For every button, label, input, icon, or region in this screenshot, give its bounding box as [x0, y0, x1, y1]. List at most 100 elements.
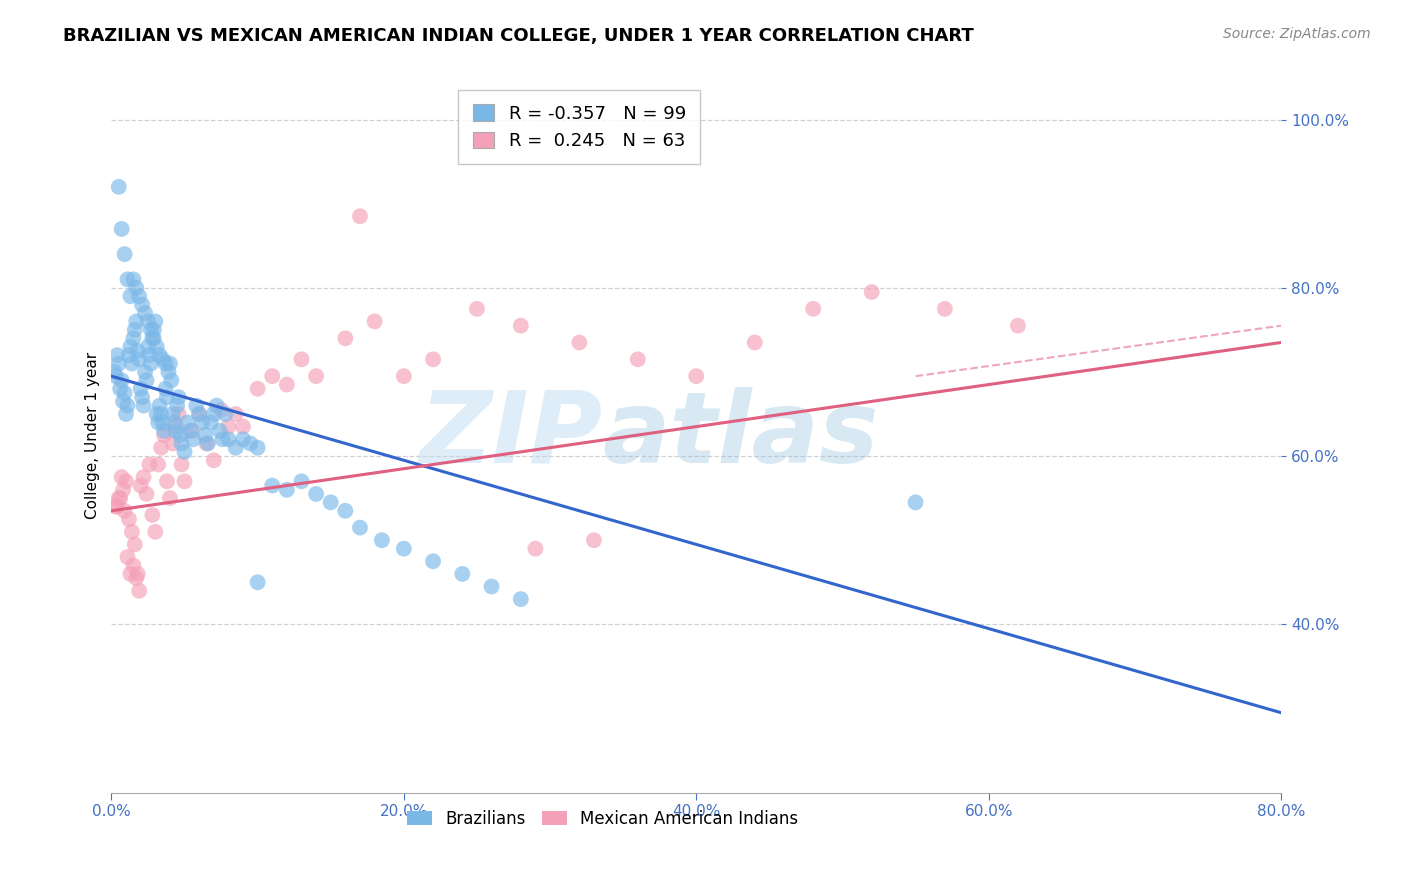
Point — [225, 407, 247, 421]
Point — [125, 281, 148, 295]
Point — [1007, 318, 1029, 333]
Point — [195, 436, 218, 450]
Point — [135, 373, 157, 387]
Point — [156, 390, 179, 404]
Point — [188, 407, 211, 421]
Point — [120, 566, 142, 581]
Point — [451, 566, 474, 581]
Point — [165, 419, 187, 434]
Point — [105, 348, 128, 362]
Point — [509, 592, 531, 607]
Point — [111, 470, 134, 484]
Point — [128, 583, 150, 598]
Point — [582, 533, 605, 548]
Point — [128, 289, 150, 303]
Point — [150, 407, 173, 421]
Point — [801, 301, 824, 316]
Point — [239, 436, 262, 450]
Point — [124, 537, 146, 551]
Point — [163, 416, 186, 430]
Point — [214, 407, 236, 421]
Point — [186, 399, 208, 413]
Point — [305, 487, 328, 501]
Point — [136, 340, 159, 354]
Point — [125, 571, 148, 585]
Point — [117, 272, 139, 286]
Point — [319, 495, 342, 509]
Point — [112, 394, 135, 409]
Point — [138, 348, 160, 362]
Point — [176, 416, 198, 430]
Point — [157, 365, 180, 379]
Point — [481, 580, 503, 594]
Point — [305, 369, 328, 384]
Point — [160, 373, 183, 387]
Point — [153, 428, 176, 442]
Point — [232, 419, 254, 434]
Point — [117, 550, 139, 565]
Point — [118, 348, 141, 362]
Point — [744, 335, 766, 350]
Point — [159, 357, 181, 371]
Point — [105, 500, 128, 514]
Point — [276, 377, 298, 392]
Point — [114, 386, 136, 401]
Point — [125, 314, 148, 328]
Point — [200, 416, 222, 430]
Point — [167, 407, 190, 421]
Point — [568, 335, 591, 350]
Point — [103, 365, 125, 379]
Point — [191, 416, 214, 430]
Point — [117, 399, 139, 413]
Point — [115, 475, 138, 489]
Point — [173, 445, 195, 459]
Point — [197, 436, 219, 450]
Point — [363, 314, 385, 328]
Point — [134, 306, 156, 320]
Point — [290, 475, 312, 489]
Point — [290, 352, 312, 367]
Point — [371, 533, 394, 548]
Point — [120, 340, 142, 354]
Point — [934, 301, 956, 316]
Point — [627, 352, 650, 367]
Point — [217, 419, 239, 434]
Point — [107, 179, 129, 194]
Point — [122, 558, 145, 573]
Point — [246, 441, 269, 455]
Point — [143, 314, 166, 328]
Point — [118, 512, 141, 526]
Point — [135, 487, 157, 501]
Point — [860, 285, 883, 299]
Point — [121, 357, 143, 371]
Point — [156, 475, 179, 489]
Point — [349, 520, 371, 534]
Point — [142, 331, 165, 345]
Point — [127, 343, 149, 358]
Point — [349, 209, 371, 223]
Point — [165, 424, 187, 438]
Point — [114, 504, 136, 518]
Point — [145, 340, 167, 354]
Point — [131, 390, 153, 404]
Point — [335, 504, 357, 518]
Point — [524, 541, 547, 556]
Point — [166, 399, 188, 413]
Point — [124, 323, 146, 337]
Point — [142, 323, 165, 337]
Point — [108, 382, 131, 396]
Point — [509, 318, 531, 333]
Point — [122, 331, 145, 345]
Point — [194, 428, 217, 442]
Point — [148, 458, 170, 472]
Point — [202, 407, 225, 421]
Point — [217, 432, 239, 446]
Point — [167, 390, 190, 404]
Point — [111, 373, 134, 387]
Point — [145, 407, 167, 421]
Point — [104, 500, 127, 514]
Point — [422, 554, 444, 568]
Legend: Brazilians, Mexican American Indians: Brazilians, Mexican American Indians — [401, 803, 806, 834]
Point — [208, 424, 231, 438]
Point — [143, 524, 166, 539]
